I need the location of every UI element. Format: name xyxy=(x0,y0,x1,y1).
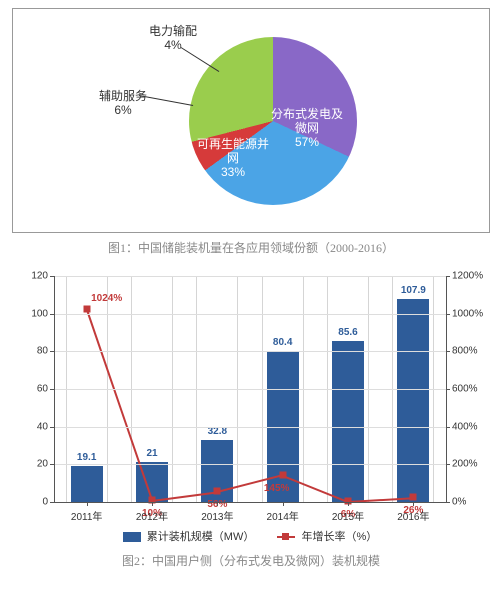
x-tick-label: 2012年 xyxy=(136,508,168,523)
x-tick-label: 2016年 xyxy=(397,508,429,523)
combo-caption: 图2：中国用户侧（分布式发电及微网）装机规模 xyxy=(0,552,502,569)
gridline xyxy=(54,351,446,352)
bar-value-label: 107.9 xyxy=(401,285,426,296)
ytick-right: 1000% xyxy=(452,308,488,319)
pie-chart: 分布式发电及微网57%可再生能源并网33% 辅助服务6% 电力输配4% xyxy=(12,8,490,233)
combo-chart: 19.12132.880.485.6107.91024%10%56%145%6%… xyxy=(12,266,488,546)
line-value-label: 1024% xyxy=(91,293,122,304)
pie-leader-line xyxy=(139,95,193,106)
axis-line xyxy=(54,502,446,503)
legend-line: 年增长率（%） xyxy=(277,528,377,544)
line-marker xyxy=(83,306,90,313)
ytick-left: 60 xyxy=(14,384,48,395)
ytick-left: 100 xyxy=(14,308,48,319)
legend-line-label: 年增长率（%） xyxy=(301,531,377,543)
ytick-right: 200% xyxy=(452,459,488,470)
bar-value-label: 32.8 xyxy=(208,426,227,437)
ytick-left: 120 xyxy=(14,271,48,282)
bar-value-label: 80.4 xyxy=(273,337,292,348)
ytick-left: 80 xyxy=(14,346,48,357)
line-value-label: 145% xyxy=(264,483,290,494)
ytick-left: 0 xyxy=(14,497,48,508)
bar-value-label: 19.1 xyxy=(77,452,96,463)
ytick-right: 800% xyxy=(452,346,488,357)
ytick-right: 1200% xyxy=(452,271,488,282)
ytick-right: 400% xyxy=(452,421,488,432)
pie-slice-label: 辅助服务6% xyxy=(99,89,147,117)
pie-caption: 图1：中国储能装机量在各应用领域份额（2000-2016） xyxy=(0,239,502,256)
bar xyxy=(332,341,364,502)
ytick-right: 600% xyxy=(452,384,488,395)
bar xyxy=(397,299,429,502)
legend: 累计装机规模（MW） 年增长率（%） xyxy=(12,528,488,544)
line-marker xyxy=(410,494,417,501)
gridline xyxy=(54,276,446,277)
bar-value-label: 85.6 xyxy=(338,327,357,338)
legend-bars: 累计装机规模（MW） xyxy=(123,528,255,544)
x-tick-label: 2014年 xyxy=(267,508,299,523)
gridline xyxy=(54,389,446,390)
legend-bars-label: 累计装机规模（MW） xyxy=(147,531,255,543)
line-marker xyxy=(214,488,221,495)
bar-value-label: 21 xyxy=(146,448,157,459)
bar xyxy=(71,466,103,502)
pie-slice-label: 可再生能源并网33% xyxy=(197,137,269,179)
ytick-left: 20 xyxy=(14,459,48,470)
x-tick-label: 2011年 xyxy=(71,508,103,523)
legend-swatch-line xyxy=(277,536,295,538)
gridline xyxy=(54,427,446,428)
gridline xyxy=(54,314,446,315)
x-tick-label: 2013年 xyxy=(201,508,233,523)
pie-slice-label: 分布式发电及微网57% xyxy=(271,107,343,149)
legend-swatch-bar xyxy=(123,532,141,542)
ytick-right: 0% xyxy=(452,497,488,508)
pie-slice-label: 电力输配4% xyxy=(149,24,197,52)
axis-line xyxy=(54,276,55,502)
ytick-left: 40 xyxy=(14,421,48,432)
line-marker xyxy=(279,471,286,478)
x-tick-label: 2015年 xyxy=(332,508,364,523)
gridline xyxy=(54,464,446,465)
